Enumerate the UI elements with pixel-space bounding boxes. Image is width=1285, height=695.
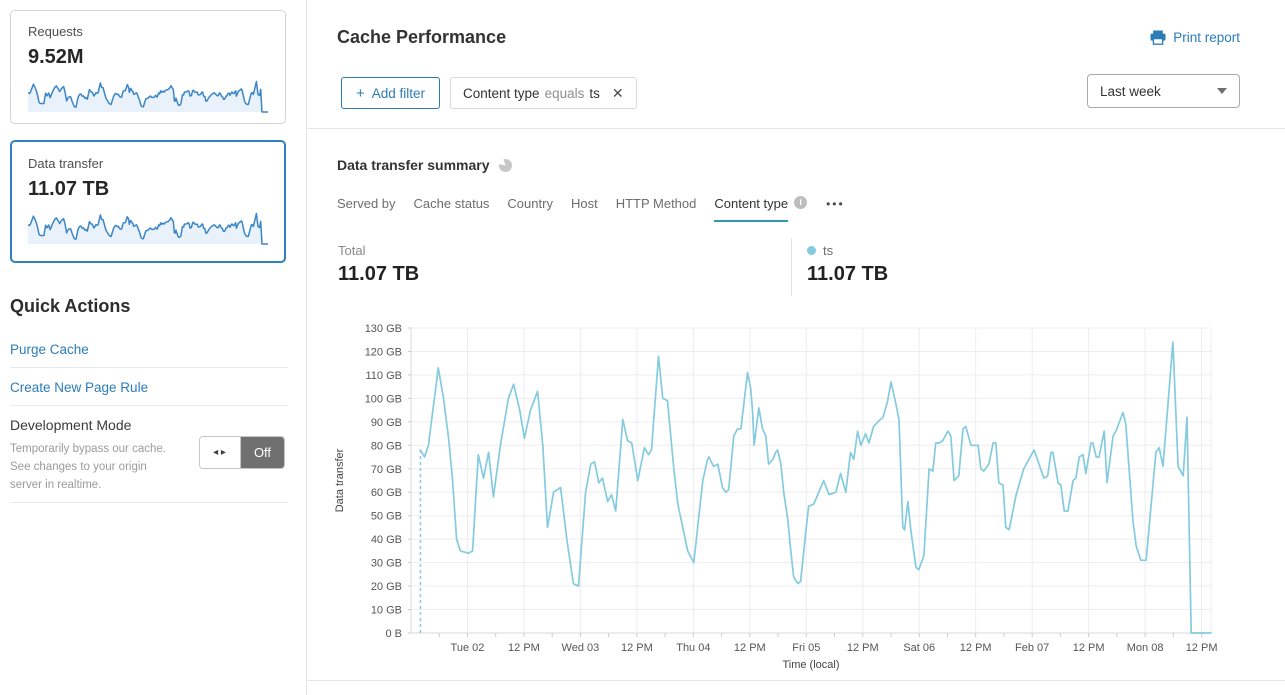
svg-text:Sat 06: Sat 06	[903, 642, 935, 654]
requests-metric-card[interactable]: Requests 9.52M	[10, 10, 286, 124]
development-mode-title: Development Mode	[10, 417, 132, 433]
printer-icon	[1150, 30, 1166, 45]
add-filter-button[interactable]: + Add filter	[341, 77, 441, 109]
requests-label: Requests	[28, 24, 83, 39]
legend-series-value: 11.07 TB	[807, 263, 889, 285]
svg-text:120 GB: 120 GB	[365, 346, 402, 358]
tab-cache-status[interactable]: Cache status	[414, 196, 490, 220]
svg-text:12 PM: 12 PM	[1186, 642, 1218, 654]
filter-operator: equals	[544, 85, 585, 101]
data-transfer-sparkline	[28, 212, 268, 245]
add-filter-label: Add filter	[371, 85, 426, 101]
legend-series-name: ts	[823, 243, 834, 258]
divider	[10, 367, 288, 368]
purge-cache-link[interactable]: Purge Cache	[10, 342, 89, 357]
svg-text:50 GB: 50 GB	[371, 511, 402, 523]
quick-actions-title: Quick Actions	[10, 296, 131, 316]
sidebar: Requests 9.52M Data transfer 11.07 TB Qu…	[0, 0, 306, 695]
data-transfer-label: Data transfer	[28, 156, 104, 171]
data-transfer-metric-card[interactable]: Data transfer 11.07 TB	[10, 140, 286, 263]
svg-text:70 GB: 70 GB	[371, 464, 402, 476]
svg-text:Tue 02: Tue 02	[451, 642, 485, 654]
time-range-select[interactable]: Last week	[1087, 74, 1240, 108]
data-transfer-value: 11.07 TB	[28, 178, 110, 200]
svg-text:130 GB: 130 GB	[365, 323, 402, 335]
toggle-arrows-icon: ◂ ▸	[200, 437, 241, 468]
tab-label: Cache status	[413, 196, 490, 211]
svg-text:80 GB: 80 GB	[371, 440, 402, 452]
data-transfer-chart: 0 B 10 GB 20 GB 30 GB 40 GB 50 GB 60 GB 70 GB 80…	[334, 323, 1218, 671]
svg-text:100 GB: 100 GB	[365, 393, 402, 405]
close-icon[interactable]: ✕	[611, 84, 624, 101]
development-mode-toggle[interactable]: ◂ ▸ Off	[199, 436, 285, 469]
svg-text:12 PM: 12 PM	[621, 642, 653, 654]
plus-icon: +	[356, 84, 365, 102]
svg-text:12 PM: 12 PM	[508, 642, 540, 654]
filter-chip-content-type[interactable]: Content type equals ts ✕	[450, 77, 637, 109]
filter-value: ts	[589, 85, 600, 101]
legend-dot	[807, 246, 816, 255]
svg-text:110 GB: 110 GB	[366, 370, 403, 382]
svg-text:12 PM: 12 PM	[960, 642, 992, 654]
tab-label: Host	[570, 196, 598, 211]
requests-sparkline	[28, 80, 268, 113]
divider	[791, 238, 792, 296]
page-title: Cache Performance	[337, 27, 507, 47]
summary-tabs: Served by Cache status Country Host HTTP Met…	[337, 196, 845, 222]
svg-text:10 GB: 10 GB	[371, 605, 402, 617]
info-icon[interactable]: i	[794, 196, 808, 209]
tab-http-method[interactable]: HTTP Method	[616, 196, 697, 220]
svg-text:Feb 07: Feb 07	[1015, 642, 1049, 654]
svg-text:40 GB: 40 GB	[371, 534, 402, 546]
summary-title: Data transfer summary	[337, 157, 490, 173]
svg-text:20 GB: 20 GB	[371, 581, 402, 593]
svg-text:Thu 04: Thu 04	[676, 642, 710, 654]
svg-text:Mon 08: Mon 08	[1127, 642, 1164, 654]
svg-text:12 PM: 12 PM	[734, 642, 766, 654]
divider	[10, 405, 288, 406]
more-tabs-button[interactable]: •••	[826, 197, 845, 211]
svg-text:Wed 03: Wed 03	[562, 642, 600, 654]
create-page-rule-link[interactable]: Create New Page Rule	[10, 380, 149, 395]
tab-country[interactable]: Country	[507, 196, 553, 220]
divider	[307, 128, 1285, 129]
tab-label: HTTP Method	[615, 196, 697, 211]
svg-text:Time (local): Time (local)	[782, 659, 839, 671]
svg-text:60 GB: 60 GB	[371, 487, 402, 499]
svg-text:12 PM: 12 PM	[1073, 642, 1105, 654]
chevron-down-icon	[1217, 88, 1227, 94]
filter-field: Content type	[463, 85, 540, 101]
divider	[307, 680, 1285, 681]
tab-host[interactable]: Host	[571, 196, 598, 220]
pie-chart-icon	[498, 158, 512, 172]
requests-value: 9.52M	[28, 46, 84, 68]
tab-served-by[interactable]: Served by	[337, 196, 396, 220]
total-label: Total	[338, 243, 366, 258]
tab-label: Country	[507, 196, 553, 211]
svg-text:Data transfer: Data transfer	[334, 448, 346, 512]
svg-text:0 B: 0 B	[385, 628, 402, 640]
svg-text:30 GB: 30 GB	[371, 558, 402, 570]
toggle-state-label: Off	[241, 437, 284, 468]
time-range-value: Last week	[1100, 83, 1161, 99]
svg-text:12 PM: 12 PM	[847, 642, 879, 654]
tab-label: Content type	[714, 196, 789, 211]
development-mode-description: Temporarily bypass our cache. See change…	[10, 443, 166, 491]
divider	[10, 502, 288, 503]
svg-text:90 GB: 90 GB	[371, 417, 402, 429]
svg-text:Fri 05: Fri 05	[792, 642, 820, 654]
total-value: 11.07 TB	[338, 263, 420, 285]
print-report-label: Print report	[1173, 30, 1240, 45]
tab-label: Served by	[337, 196, 396, 211]
main-panel: Cache Performance Print report + Add fil…	[306, 0, 1285, 695]
print-report-link[interactable]: Print report	[1150, 30, 1240, 45]
tab-content-type[interactable]: Content type i	[714, 196, 808, 222]
